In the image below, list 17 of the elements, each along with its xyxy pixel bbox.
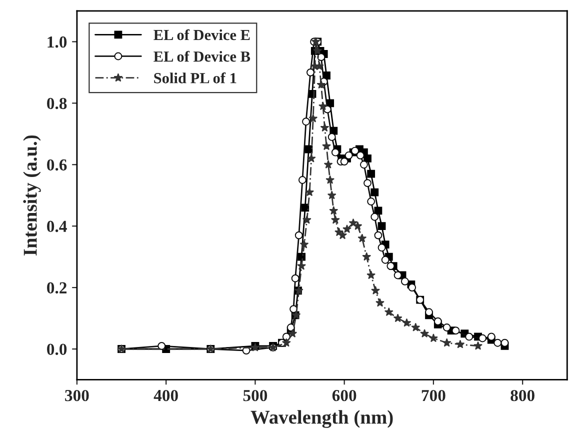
legend-label: EL of Device E	[154, 29, 250, 40]
x-tick-label: 700	[422, 390, 446, 402]
y-tick-label: 0.8	[47, 98, 67, 110]
y-tick-label: 0.2	[47, 282, 67, 294]
y-tick-label: 1.0	[48, 36, 67, 48]
y-tick-label: 0.6	[47, 159, 67, 171]
x-tick-label: 300	[65, 390, 89, 402]
x-tick-label: 500	[243, 390, 268, 402]
y-axis-title: Intensity (a.u.)	[23, 135, 41, 256]
y-tick-label: 0.0	[47, 344, 67, 356]
x-tick-label: 400	[154, 390, 178, 402]
y-tick-label: 0.4	[47, 220, 67, 232]
legend-label: Solid PL of 1	[154, 72, 236, 84]
x-tick-label: 800	[510, 390, 534, 402]
legend-label: EL of Device B	[154, 50, 250, 62]
x-axis-title: Wavelength (nm)	[250, 410, 393, 428]
x-tick-label: 600	[332, 390, 356, 402]
